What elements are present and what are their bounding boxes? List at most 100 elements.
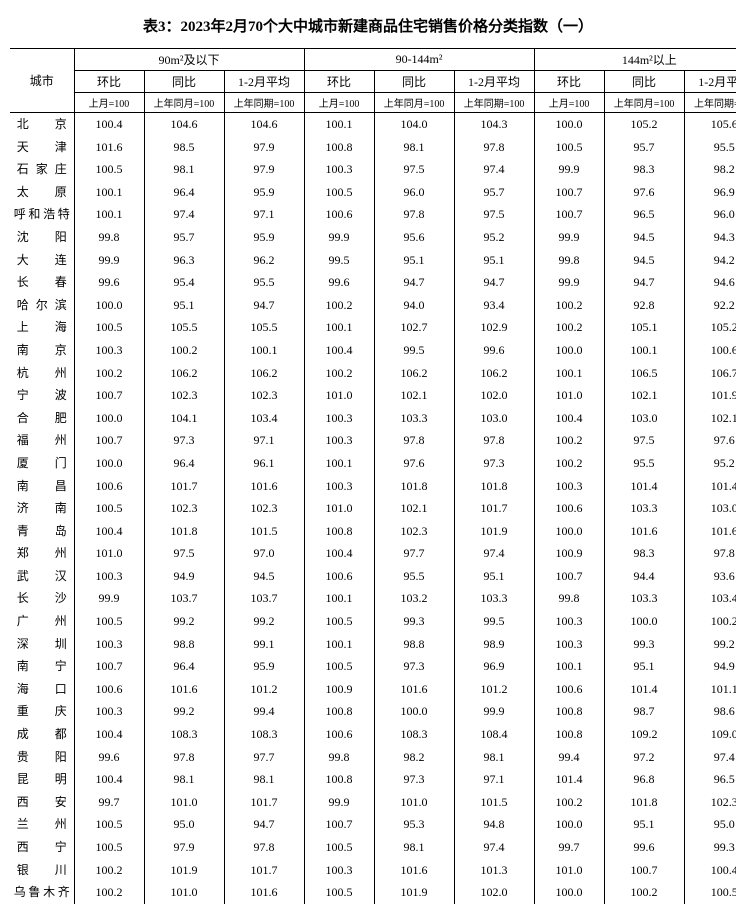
value-cell: 100.5	[684, 881, 736, 904]
header-col-hb-3: 环比	[534, 71, 604, 93]
table-row: 呼和浩特100.197.497.1100.697.897.5100.796.59…	[10, 203, 736, 226]
value-cell: 94.5	[604, 249, 684, 272]
value-cell: 100.3	[304, 475, 374, 498]
value-cell: 99.6	[604, 836, 684, 859]
header-sub-4: 上月=100	[304, 93, 374, 113]
value-cell: 101.8	[374, 475, 454, 498]
value-cell: 93.4	[454, 294, 534, 317]
value-cell: 103.4	[684, 587, 736, 610]
value-cell: 100.0	[534, 881, 604, 904]
value-cell: 100.7	[74, 384, 144, 407]
value-cell: 97.8	[374, 203, 454, 226]
value-cell: 97.9	[224, 136, 304, 159]
value-cell: 100.2	[74, 362, 144, 385]
value-cell: 101.4	[604, 475, 684, 498]
value-cell: 100.7	[74, 655, 144, 678]
value-cell: 101.7	[224, 859, 304, 882]
city-cell: 青 岛	[10, 520, 74, 543]
value-cell: 100.1	[304, 113, 374, 136]
value-cell: 96.2	[224, 249, 304, 272]
value-cell: 94.9	[684, 655, 736, 678]
table-row: 西 宁100.597.997.8100.598.197.499.799.699.…	[10, 836, 736, 859]
value-cell: 99.2	[684, 633, 736, 656]
value-cell: 100.2	[534, 452, 604, 475]
value-cell: 99.8	[534, 587, 604, 610]
header-col-hb-1: 环比	[74, 71, 144, 93]
table-row: 青 岛100.4101.8101.5100.8102.3101.9100.010…	[10, 520, 736, 543]
city-cell: 成 都	[10, 723, 74, 746]
value-cell: 100.2	[304, 362, 374, 385]
value-cell: 100.3	[74, 700, 144, 723]
value-cell: 103.3	[454, 587, 534, 610]
value-cell: 95.3	[374, 813, 454, 836]
value-cell: 100.3	[304, 429, 374, 452]
value-cell: 100.2	[534, 791, 604, 814]
table-row: 银 川100.2101.9101.7100.3101.6101.3101.010…	[10, 859, 736, 882]
value-cell: 95.2	[684, 452, 736, 475]
value-cell: 108.3	[374, 723, 454, 746]
value-cell: 98.2	[684, 158, 736, 181]
value-cell: 102.3	[144, 497, 224, 520]
value-cell: 96.5	[604, 203, 684, 226]
value-cell: 100.4	[304, 339, 374, 362]
value-cell: 97.3	[374, 768, 454, 791]
value-cell: 100.9	[304, 678, 374, 701]
value-cell: 97.5	[604, 429, 684, 452]
table-row: 厦 门100.096.496.1100.197.697.3100.295.595…	[10, 452, 736, 475]
value-cell: 94.7	[374, 271, 454, 294]
value-cell: 97.8	[684, 542, 736, 565]
value-cell: 97.8	[454, 136, 534, 159]
value-cell: 94.0	[374, 294, 454, 317]
value-cell: 92.2	[684, 294, 736, 317]
value-cell: 99.2	[224, 610, 304, 633]
value-cell: 100.7	[534, 181, 604, 204]
value-cell: 100.0	[534, 113, 604, 136]
city-cell: 杭 州	[10, 362, 74, 385]
city-cell: 太 原	[10, 181, 74, 204]
value-cell: 99.5	[454, 610, 534, 633]
value-cell: 97.3	[144, 429, 224, 452]
header-sub-1: 上月=100	[74, 93, 144, 113]
value-cell: 99.3	[374, 610, 454, 633]
value-cell: 96.5	[684, 768, 736, 791]
table-row: 沈 阳99.895.795.999.995.695.299.994.594.3	[10, 226, 736, 249]
value-cell: 100.7	[534, 203, 604, 226]
header-col-tb-1: 同比	[144, 71, 224, 93]
value-cell: 100.2	[534, 429, 604, 452]
value-cell: 104.6	[224, 113, 304, 136]
value-cell: 97.6	[684, 429, 736, 452]
value-cell: 100.8	[534, 700, 604, 723]
value-cell: 100.2	[604, 881, 684, 904]
table-row: 长 沙99.9103.7103.7100.1103.2103.399.8103.…	[10, 587, 736, 610]
header-col-tb-3: 同比	[604, 71, 684, 93]
value-cell: 98.1	[224, 768, 304, 791]
value-cell: 100.1	[304, 452, 374, 475]
value-cell: 100.5	[304, 655, 374, 678]
value-cell: 100.9	[534, 542, 604, 565]
table-row: 西 安99.7101.0101.799.9101.0101.5100.2101.…	[10, 791, 736, 814]
value-cell: 108.3	[144, 723, 224, 746]
table-row: 福 州100.797.397.1100.397.897.8100.297.597…	[10, 429, 736, 452]
value-cell: 97.2	[604, 746, 684, 769]
value-cell: 100.7	[74, 429, 144, 452]
city-cell: 石家庄	[10, 158, 74, 181]
city-cell: 哈尔滨	[10, 294, 74, 317]
value-cell: 101.0	[374, 791, 454, 814]
value-cell: 98.3	[604, 158, 684, 181]
value-cell: 101.7	[454, 497, 534, 520]
value-cell: 97.9	[224, 158, 304, 181]
value-cell: 100.2	[144, 339, 224, 362]
value-cell: 97.4	[454, 158, 534, 181]
value-cell: 94.9	[144, 565, 224, 588]
value-cell: 94.6	[684, 271, 736, 294]
table-row: 合 肥100.0104.1103.4100.3103.3103.0100.410…	[10, 407, 736, 430]
city-cell: 沈 阳	[10, 226, 74, 249]
value-cell: 101.8	[604, 791, 684, 814]
value-cell: 102.3	[684, 791, 736, 814]
value-cell: 100.4	[534, 407, 604, 430]
value-cell: 94.7	[224, 294, 304, 317]
city-cell: 厦 门	[10, 452, 74, 475]
value-cell: 100.6	[74, 678, 144, 701]
value-cell: 101.3	[454, 859, 534, 882]
value-cell: 101.0	[144, 881, 224, 904]
